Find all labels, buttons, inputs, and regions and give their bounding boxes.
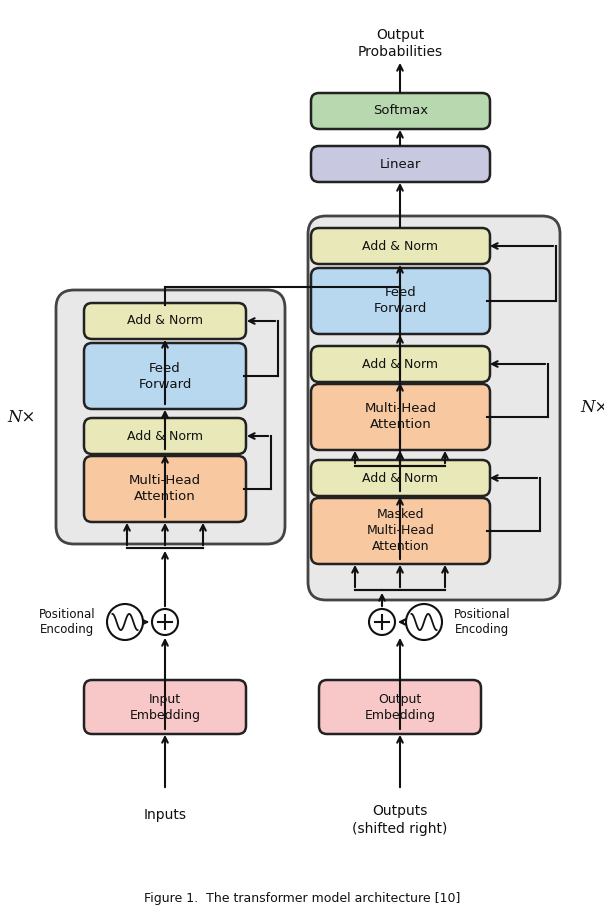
FancyBboxPatch shape xyxy=(311,384,490,450)
FancyBboxPatch shape xyxy=(84,343,246,409)
FancyBboxPatch shape xyxy=(311,93,490,129)
FancyBboxPatch shape xyxy=(311,228,490,264)
Text: Add & Norm: Add & Norm xyxy=(362,239,439,252)
Text: Add & Norm: Add & Norm xyxy=(362,471,439,484)
FancyBboxPatch shape xyxy=(84,418,246,454)
FancyBboxPatch shape xyxy=(84,456,246,522)
FancyBboxPatch shape xyxy=(311,146,490,182)
Text: Positional
Encoding: Positional Encoding xyxy=(454,607,510,637)
Text: Feed
Forward: Feed Forward xyxy=(374,286,427,315)
Text: Figure 1.  The transformer model architecture [10]: Figure 1. The transformer model architec… xyxy=(144,892,460,905)
Text: Softmax: Softmax xyxy=(373,104,428,117)
Text: N×: N× xyxy=(580,399,604,417)
Circle shape xyxy=(107,604,143,640)
Circle shape xyxy=(369,609,395,635)
Text: Positional
Encoding: Positional Encoding xyxy=(39,607,95,637)
FancyBboxPatch shape xyxy=(311,268,490,334)
FancyBboxPatch shape xyxy=(84,303,246,339)
Text: Input
Embedding: Input Embedding xyxy=(129,692,201,722)
Circle shape xyxy=(152,609,178,635)
Text: Output
Embedding: Output Embedding xyxy=(364,692,435,722)
Text: Add & Norm: Add & Norm xyxy=(127,430,203,443)
Text: Multi-Head
Attention: Multi-Head Attention xyxy=(129,475,201,504)
Text: Masked
Multi-Head
Attention: Masked Multi-Head Attention xyxy=(367,508,434,553)
Text: Output
Probabilities: Output Probabilities xyxy=(358,28,443,59)
Text: Linear: Linear xyxy=(380,157,421,171)
FancyBboxPatch shape xyxy=(311,346,490,382)
FancyBboxPatch shape xyxy=(56,290,285,544)
Circle shape xyxy=(406,604,442,640)
Text: N×: N× xyxy=(8,408,36,425)
Text: Add & Norm: Add & Norm xyxy=(127,314,203,327)
FancyBboxPatch shape xyxy=(319,680,481,734)
Text: Inputs: Inputs xyxy=(144,808,187,822)
FancyBboxPatch shape xyxy=(311,460,490,496)
Text: Multi-Head
Attention: Multi-Head Attention xyxy=(364,403,437,432)
Text: Feed
Forward: Feed Forward xyxy=(138,361,191,391)
Text: Outputs
(shifted right): Outputs (shifted right) xyxy=(352,805,448,835)
Text: Add & Norm: Add & Norm xyxy=(362,358,439,371)
FancyBboxPatch shape xyxy=(84,680,246,734)
FancyBboxPatch shape xyxy=(308,216,560,600)
FancyBboxPatch shape xyxy=(311,498,490,564)
